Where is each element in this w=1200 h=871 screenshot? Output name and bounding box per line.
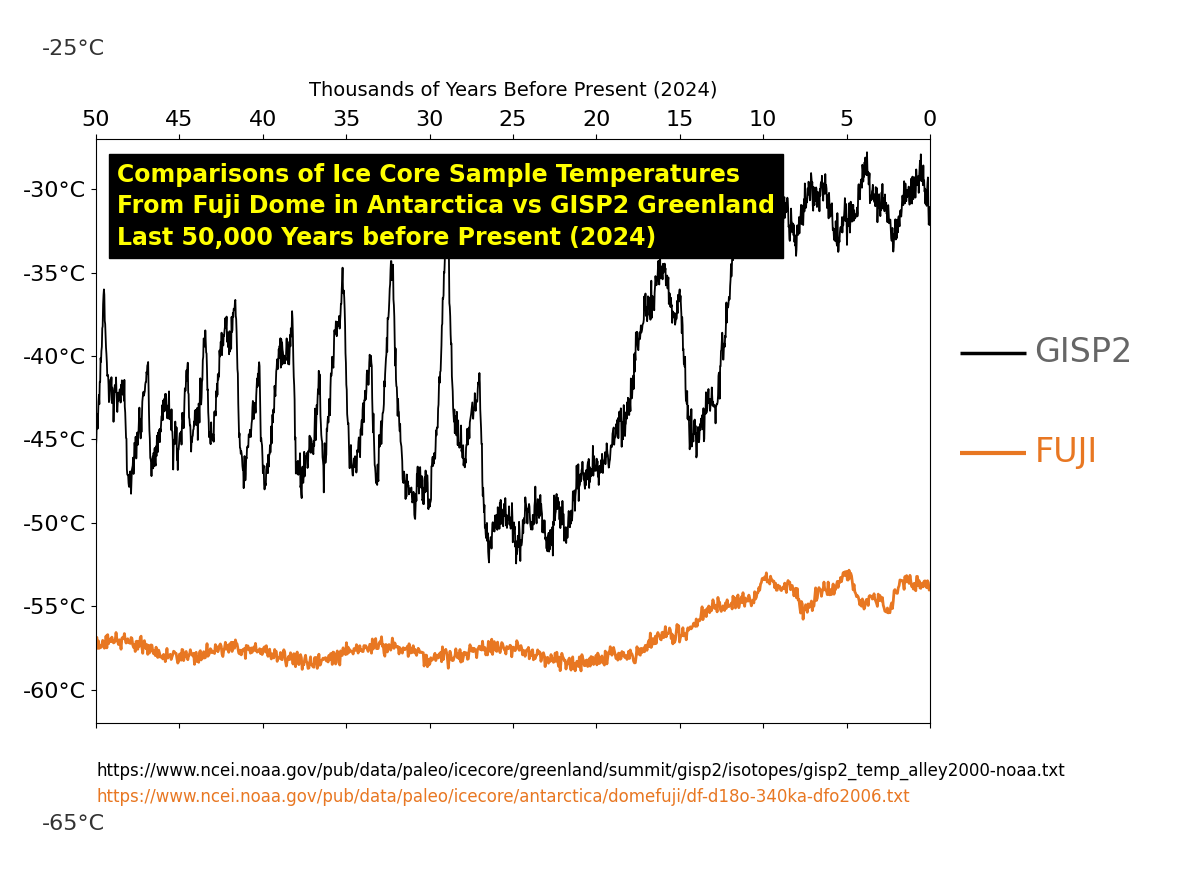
Text: Comparisons of Ice Core Sample Temperatures
From Fuji Dome in Antarctica vs GISP: Comparisons of Ice Core Sample Temperatu… [116,163,775,250]
Text: -65°C: -65°C [42,814,106,834]
X-axis label: Thousands of Years Before Present (2024): Thousands of Years Before Present (2024) [308,81,718,100]
Text: GISP2: GISP2 [1034,336,1133,369]
Text: https://www.ncei.noaa.gov/pub/data/paleo/icecore/antarctica/domefuji/df-d18o-340: https://www.ncei.noaa.gov/pub/data/paleo… [96,788,910,807]
Text: -25°C: -25°C [42,39,106,59]
Text: https://www.ncei.noaa.gov/pub/data/paleo/icecore/greenland/summit/gisp2/isotopes: https://www.ncei.noaa.gov/pub/data/paleo… [96,762,1064,780]
Text: FUJI: FUJI [1034,436,1098,469]
